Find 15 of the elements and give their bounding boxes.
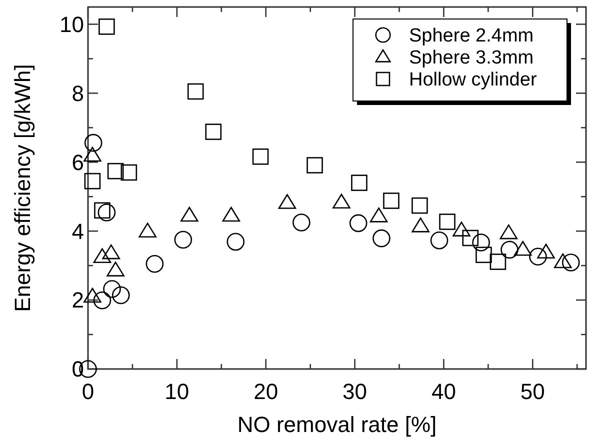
y-tick-label: 10 — [60, 12, 84, 37]
x-tick-label: 40 — [431, 379, 456, 404]
legend-label: Hollow cylinder — [409, 70, 538, 91]
y-tick-label: 8 — [72, 80, 84, 106]
y-tick-label: 2 — [72, 288, 84, 313]
x-tick-label: 50 — [520, 379, 545, 404]
x-tick-label: 10 — [164, 379, 190, 404]
legend-label: Sphere 2.4mm — [409, 26, 534, 47]
x-tick-label: 20 — [254, 379, 278, 404]
y-tick-label: 6 — [72, 150, 84, 175]
y-axis-title: Energy efficiency [g/kWh] — [10, 64, 35, 312]
x-axis-title: NO removal rate [%] — [237, 412, 437, 437]
legend-label: Sphere 3.3mm — [409, 48, 534, 69]
x-tick-label: 30 — [342, 379, 368, 404]
y-tick-label: 4 — [72, 218, 84, 244]
